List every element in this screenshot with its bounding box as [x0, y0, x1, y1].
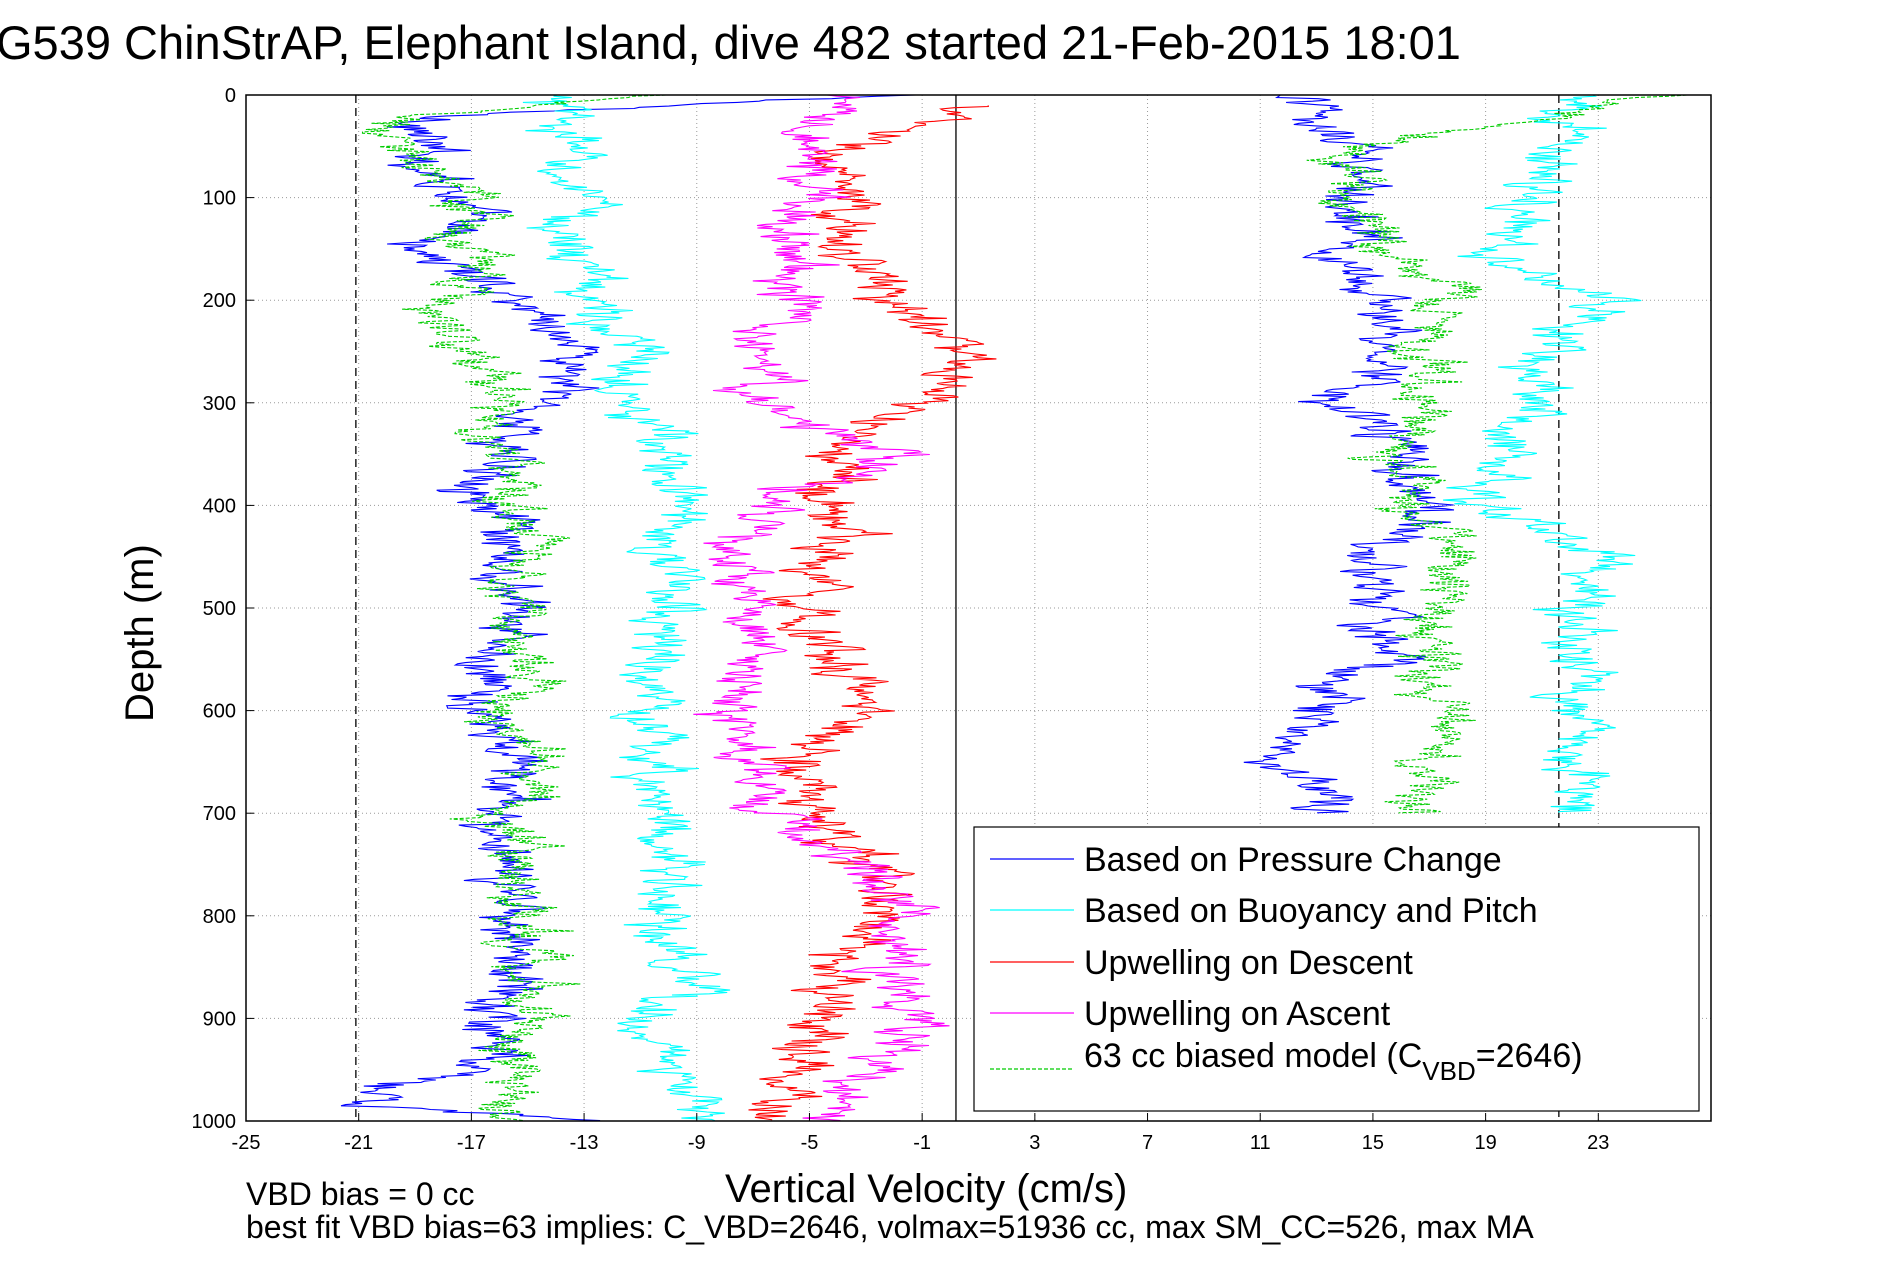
y-tick-label: 500	[203, 598, 236, 620]
series-line	[1306, 94, 1687, 814]
y-tick-label: 300	[203, 393, 236, 415]
x-tick-label: -17	[457, 1132, 486, 1154]
series-4	[693, 94, 950, 1122]
x-axis-label: Vertical Velocity (cm/s)	[725, 1167, 1127, 1211]
legend-label: Upwelling on Ascent	[1084, 995, 1391, 1033]
y-tick-label: 600	[203, 701, 236, 723]
series-line	[522, 94, 731, 1122]
series-5	[361, 94, 1687, 1122]
y-axis-ticks: 0 100 200 300 400 500 600 700 800 900 1000	[192, 85, 254, 1133]
x-tick-label: 11	[1250, 1132, 1271, 1154]
vbd-bias-note: VBD bias = 0 cc	[246, 1176, 475, 1212]
x-tick-label: -9	[688, 1132, 706, 1154]
y-axis-label: Depth (m)	[118, 544, 162, 722]
chart-title: G539 ChinStrAP, Elephant Island, dive 48…	[0, 16, 1461, 69]
x-tick-label: 7	[1142, 1132, 1153, 1154]
y-tick-label: 1000	[192, 1111, 237, 1133]
legend-label: Upwelling on Descent	[1084, 944, 1413, 982]
y-tick-label: 700	[203, 803, 236, 825]
x-tick-label: 3	[1029, 1132, 1040, 1154]
x-tick-label: -13	[570, 1132, 599, 1154]
y-tick-label: 200	[203, 290, 236, 312]
best-fit-note: best fit VBD bias=63 implies: C_VBD=2646…	[246, 1209, 1534, 1245]
series-line	[361, 94, 667, 1122]
series-3	[748, 105, 997, 1121]
x-tick-label: 23	[1587, 1132, 1609, 1154]
data-series	[340, 94, 1687, 1122]
legend-label: 63 cc biased model (CVBD=2646)	[1084, 1037, 1583, 1086]
y-tick-label: 100	[203, 188, 236, 210]
legend-label: Based on Pressure Change	[1084, 841, 1502, 879]
legend: Based on Pressure Change Based on Buoyanc…	[973, 826, 1700, 1112]
series-2	[522, 94, 1642, 1122]
series-line	[693, 94, 950, 1122]
series-line	[748, 105, 997, 1121]
legend-box	[973, 826, 1700, 1112]
x-tick-label: -1	[913, 1132, 931, 1154]
legend-label: Based on Buoyancy and Pitch	[1084, 892, 1538, 930]
x-tick-label: -5	[801, 1132, 819, 1154]
x-tick-label: -21	[344, 1132, 373, 1154]
y-tick-label: 900	[203, 1008, 236, 1030]
x-tick-label: 19	[1474, 1132, 1496, 1154]
y-tick-label: 400	[203, 495, 236, 517]
x-tick-label: -25	[232, 1132, 261, 1154]
x-tick-label: 15	[1362, 1132, 1384, 1154]
y-tick-label: 800	[203, 906, 236, 928]
x-axis-ticks: -25 -21 -17 -13 -9 -5 -1 3 7 11 15 19 23	[232, 1113, 1609, 1154]
series-line	[1443, 94, 1642, 813]
y-tick-label: 0	[225, 85, 236, 107]
series-line	[1243, 94, 1455, 814]
